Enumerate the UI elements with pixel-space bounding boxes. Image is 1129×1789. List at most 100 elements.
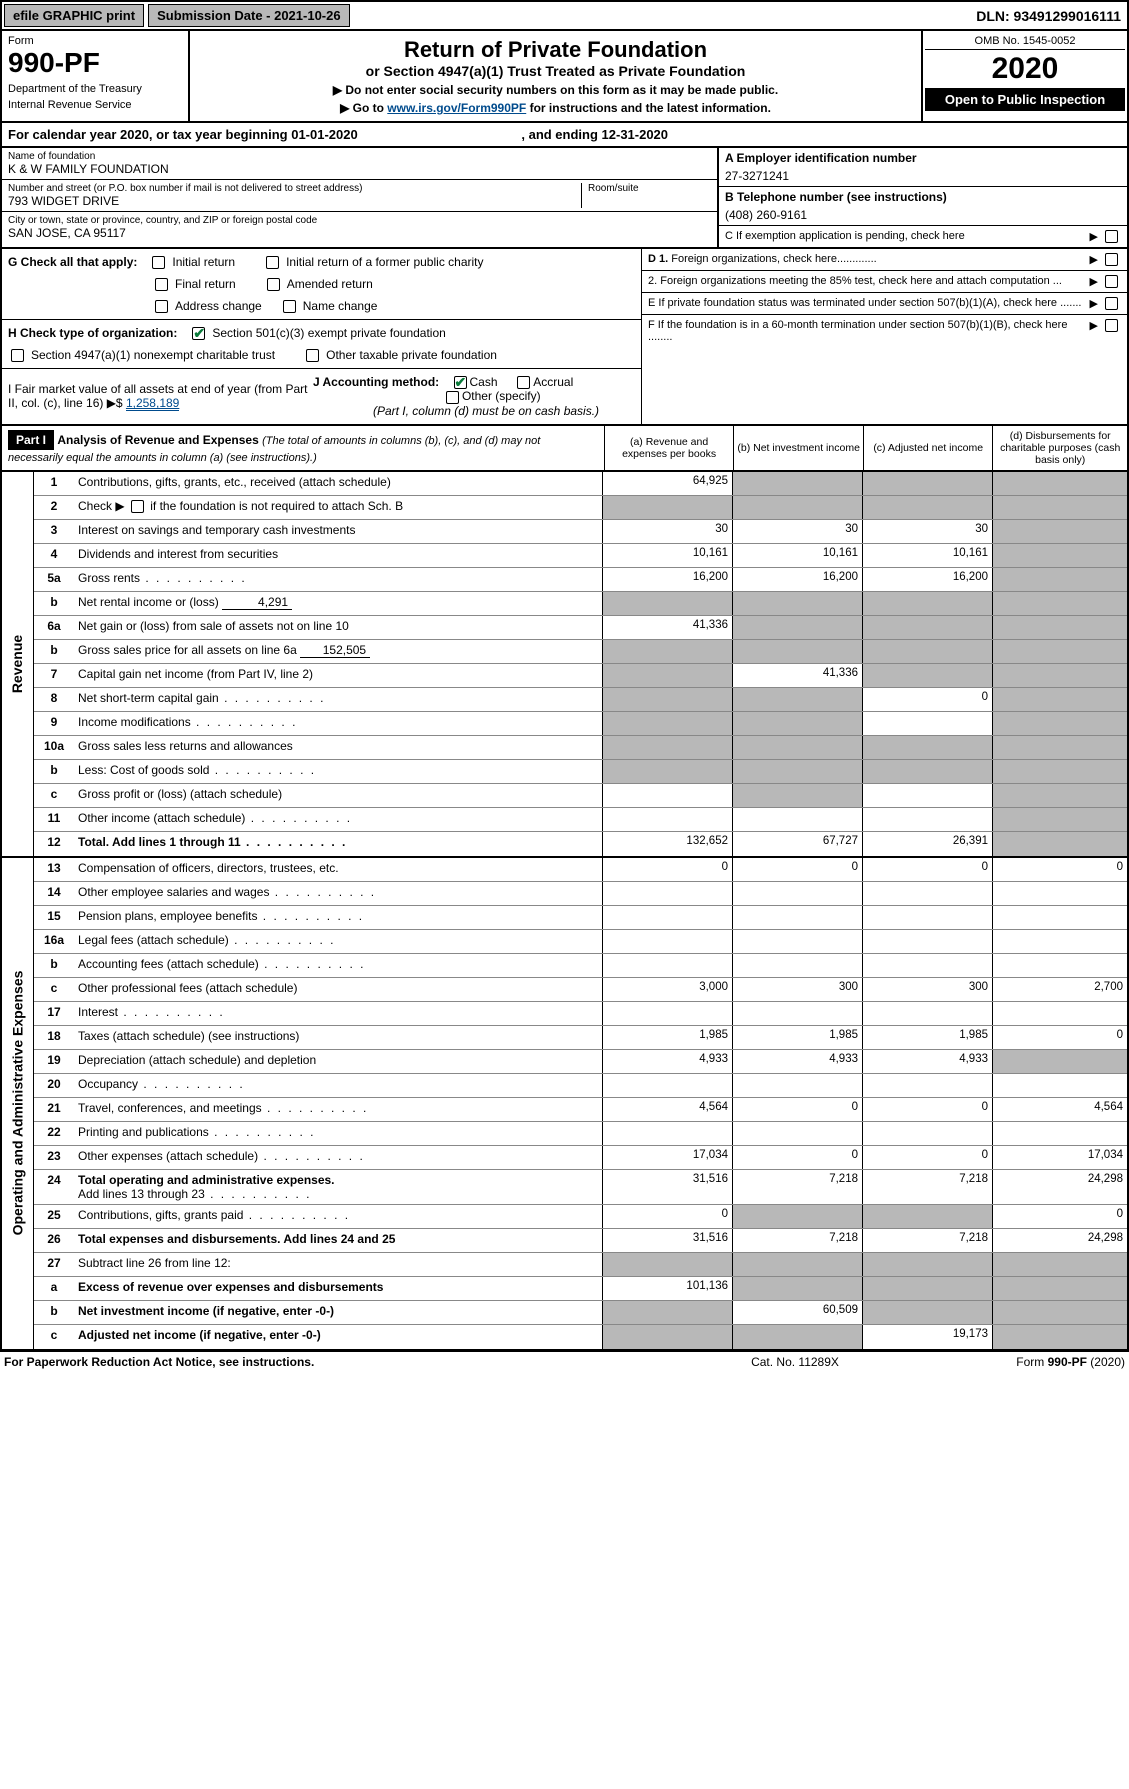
form-subtitle: or Section 4947(a)(1) Trust Treated as P…	[200, 63, 911, 79]
h2-checkbox[interactable]	[11, 349, 24, 362]
efile-button[interactable]: efile GRAPHIC print	[4, 4, 144, 27]
arrow-icon: ▶	[1090, 319, 1098, 332]
g4-label: Amended return	[287, 277, 373, 291]
address-cell: Number and street (or P.O. box number if…	[2, 180, 717, 212]
g4-checkbox[interactable]	[267, 278, 280, 291]
j-label: J Accounting method:	[313, 375, 439, 389]
row-7: 7 Capital gain net income (from Part IV,…	[34, 664, 1127, 688]
row-27: 27 Subtract line 26 from line 12:	[34, 1253, 1127, 1277]
phone-value: (408) 260-9161	[725, 208, 1121, 222]
j1-label: Cash	[470, 375, 498, 389]
d1-row: D 1. D 1. Foreign organizations, check h…	[642, 249, 1127, 271]
row-22: 22 Printing and publications	[34, 1122, 1127, 1146]
j3-checkbox[interactable]	[446, 391, 459, 404]
tax-year: 2020	[925, 50, 1125, 88]
arrow-icon: ▶	[1090, 253, 1098, 266]
row-1: 1 Contributions, gifts, grants, etc., re…	[34, 472, 1127, 496]
row-10c: c Gross profit or (loss) (attach schedul…	[34, 784, 1127, 808]
j-note: (Part I, column (d) must be on cash basi…	[373, 404, 599, 418]
h1-label: Section 501(c)(3) exempt private foundat…	[212, 326, 445, 340]
g1-checkbox[interactable]	[152, 256, 165, 269]
form-label: Form	[8, 35, 182, 47]
d2-row: 2. Foreign organizations meeting the 85%…	[642, 271, 1127, 293]
addr-label: Number and street (or P.O. box number if…	[8, 183, 581, 194]
open-inspection: Open to Public Inspection	[925, 88, 1125, 111]
h1-checkbox[interactable]	[192, 327, 205, 340]
form-header: Form 990-PF Department of the Treasury I…	[0, 31, 1129, 123]
g2-checkbox[interactable]	[266, 256, 279, 269]
g6-checkbox[interactable]	[283, 300, 296, 313]
footer-right: Form 990-PF (2020)	[905, 1355, 1125, 1369]
row-27b: b Net investment income (if negative, en…	[34, 1301, 1127, 1325]
part1-title: Analysis of Revenue and Expenses	[57, 433, 258, 447]
row-27c: c Adjusted net income (if negative, ente…	[34, 1325, 1127, 1349]
row-11: 11 Other income (attach schedule)	[34, 808, 1127, 832]
goto-note: ▶ Go to www.irs.gov/Form990PF for instru…	[200, 101, 911, 115]
col-a-header: (a) Revenue and expenses per books	[604, 426, 734, 470]
row-12: 12 Total. Add lines 1 through 11 132,652…	[34, 832, 1127, 856]
expenses-side-label: Operating and Administrative Expenses	[2, 858, 34, 1349]
calendar-year-row: For calendar year 2020, or tax year begi…	[0, 123, 1129, 148]
ein-cell: A Employer identification number 27-3271…	[719, 148, 1127, 187]
foundation-city: SAN JOSE, CA 95117	[8, 226, 711, 240]
c-checkbox[interactable]	[1105, 230, 1118, 243]
phone-label: B Telephone number (see instructions)	[725, 190, 1121, 204]
row-2: 2 Check ▶ if the foundation is not requi…	[34, 496, 1127, 520]
header-right: OMB No. 1545-0052 2020 Open to Public In…	[921, 31, 1127, 121]
footer-left: For Paperwork Reduction Act Notice, see …	[4, 1355, 685, 1369]
j2-checkbox[interactable]	[517, 376, 530, 389]
revenue-table: Revenue 1 Contributions, gifts, grants, …	[0, 472, 1129, 858]
goto-post: for instructions and the latest informat…	[526, 101, 771, 115]
row-14: 14 Other employee salaries and wages	[34, 882, 1127, 906]
e-row: E If private foundation status was termi…	[642, 293, 1127, 315]
schb-checkbox[interactable]	[131, 500, 144, 513]
foundation-addr: 793 WIDGET DRIVE	[8, 194, 581, 208]
j1-checkbox[interactable]	[454, 376, 467, 389]
e-checkbox[interactable]	[1105, 297, 1118, 310]
f-checkbox[interactable]	[1105, 319, 1118, 332]
ein-label: A Employer identification number	[725, 151, 1121, 165]
city-cell: City or town, state or province, country…	[2, 212, 717, 243]
row-18: 18 Taxes (attach schedule) (see instruct…	[34, 1026, 1127, 1050]
ssn-note: ▶ Do not enter social security numbers o…	[200, 83, 911, 97]
g5-checkbox[interactable]	[155, 300, 168, 313]
info-grid: Name of foundation K & W FAMILY FOUNDATI…	[0, 148, 1129, 249]
row-21: 21 Travel, conferences, and meetings 4,5…	[34, 1098, 1127, 1122]
row-19: 19 Depreciation (attach schedule) and de…	[34, 1050, 1127, 1074]
page-footer: For Paperwork Reduction Act Notice, see …	[0, 1351, 1129, 1372]
row-5a: 5a Gross rents 16,200 16,200 16,200	[34, 568, 1127, 592]
h3-checkbox[interactable]	[306, 349, 319, 362]
d2-label: 2. Foreign organizations meeting the 85%…	[648, 275, 1086, 287]
i-value[interactable]: 1,258,189	[126, 396, 179, 411]
header-left: Form 990-PF Department of the Treasury I…	[2, 31, 190, 121]
cal-end: , and ending 12-31-2020	[521, 127, 668, 142]
g-row: G Check all that apply: Initial return I…	[2, 249, 641, 320]
top-bar: efile GRAPHIC print Submission Date - 20…	[0, 0, 1129, 31]
e-label: E If private foundation status was termi…	[648, 297, 1086, 309]
dept-irs: Internal Revenue Service	[8, 99, 182, 111]
foundation-name: K & W FAMILY FOUNDATION	[8, 162, 711, 176]
info-right: A Employer identification number 27-3271…	[717, 148, 1127, 247]
row-27a: a Excess of revenue over expenses and di…	[34, 1277, 1127, 1301]
j2-label: Accrual	[533, 375, 573, 389]
row-20: 20 Occupancy	[34, 1074, 1127, 1098]
g3-checkbox[interactable]	[155, 278, 168, 291]
check-section: G Check all that apply: Initial return I…	[0, 249, 1129, 426]
c-exemption-cell: C If exemption application is pending, c…	[719, 226, 1127, 247]
cal-begin: For calendar year 2020, or tax year begi…	[8, 127, 358, 142]
info-left: Name of foundation K & W FAMILY FOUNDATI…	[2, 148, 717, 247]
form-link[interactable]: www.irs.gov/Form990PF	[387, 101, 526, 115]
d1-checkbox[interactable]	[1105, 253, 1118, 266]
part1-header: Part I Analysis of Revenue and Expenses …	[0, 426, 1129, 472]
arrow-icon: ▶	[1090, 275, 1098, 288]
d2-checkbox[interactable]	[1105, 275, 1118, 288]
row-6a: 6a Net gain or (loss) from sale of asset…	[34, 616, 1127, 640]
r6b-inline: 152,505	[300, 643, 370, 658]
arrow-icon: ▶	[1090, 230, 1098, 243]
header-center: Return of Private Foundation or Section …	[190, 31, 921, 121]
room-label: Room/suite	[588, 183, 711, 194]
g2-label: Initial return of a former public charit…	[286, 255, 483, 269]
row-13: 13 Compensation of officers, directors, …	[34, 858, 1127, 882]
omb-number: OMB No. 1545-0052	[925, 33, 1125, 50]
row-23: 23 Other expenses (attach schedule) 17,0…	[34, 1146, 1127, 1170]
